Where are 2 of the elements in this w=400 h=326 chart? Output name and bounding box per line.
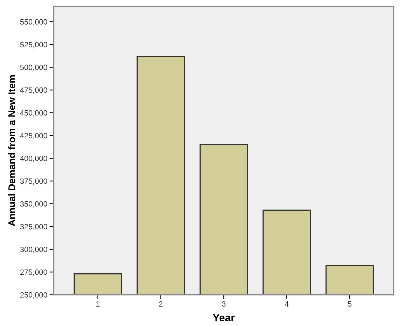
x-axis-title: Year bbox=[213, 314, 235, 322]
y-axis-title: Annual Demand from a New Item bbox=[8, 75, 16, 226]
